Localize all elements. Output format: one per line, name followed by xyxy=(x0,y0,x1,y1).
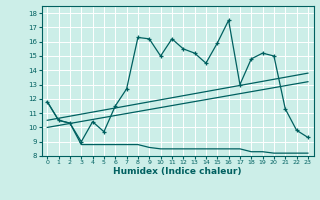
X-axis label: Humidex (Indice chaleur): Humidex (Indice chaleur) xyxy=(113,167,242,176)
